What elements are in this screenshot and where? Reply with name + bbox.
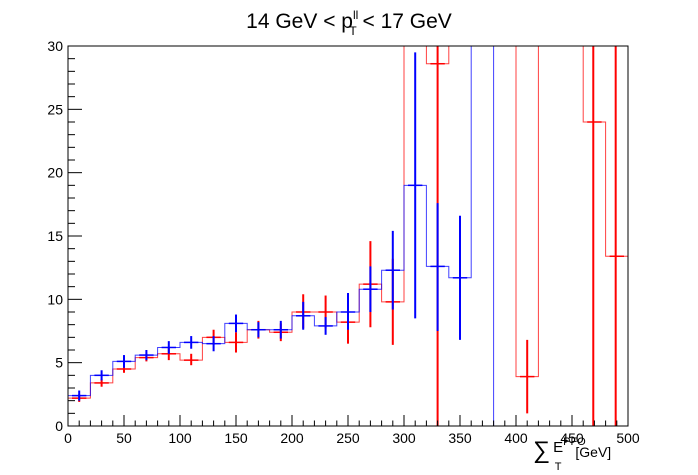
x-tick-label: 500: [616, 430, 640, 446]
x-axis-sigma: ∑: [533, 437, 550, 464]
title-base: 14 GeV < p: [246, 10, 353, 33]
histogram-series-0: [67, 45, 629, 426]
title-superscript: ll: [353, 8, 358, 22]
histogram-layer: [67, 45, 629, 426]
y-tick-label: 0: [55, 418, 63, 434]
y-tick-label: 15: [47, 228, 63, 244]
x-axis-superscript: PFO: [563, 436, 586, 448]
y-tick-label: 10: [47, 291, 63, 307]
x-tick-label: 350: [448, 430, 472, 446]
x-tick-label: 100: [168, 430, 192, 446]
plot-frame: [67, 45, 629, 427]
x-tick-label: 300: [392, 430, 416, 446]
x-tick-label: 400: [504, 430, 528, 446]
x-tick-label: 0: [64, 430, 72, 446]
x-tick-label: 150: [224, 430, 248, 446]
title-tail: < 17 GeV: [357, 10, 452, 33]
chart-title: 14 GeV < pll T < 17 GeV: [246, 8, 452, 38]
axis-ticks: [67, 45, 629, 427]
x-axis-main: E: [553, 439, 563, 456]
x-axis-title: ∑ EPFO T [GeV]: [533, 436, 611, 473]
tick-labels: 0 50 100 150 200 250 300 350 400 450 500 0 5 10 15 20 25…: [47, 38, 639, 446]
y-tick-label: 25: [47, 101, 63, 117]
y-tick-label: 20: [47, 165, 63, 181]
x-axis-subscript: T: [555, 461, 562, 473]
x-tick-label: 200: [280, 430, 304, 446]
error-bar-layer: [72, 46, 624, 426]
x-tick-label: 250: [336, 430, 360, 446]
y-tick-label: 30: [47, 38, 63, 54]
y-tick-label: 5: [55, 355, 63, 371]
histogram-series-1: [67, 45, 495, 426]
x-tick-label: 450: [560, 430, 584, 446]
title-subscript: T: [349, 24, 357, 38]
x-axis-unit: [GeV]: [571, 444, 611, 460]
x-tick-label: 50: [116, 430, 132, 446]
